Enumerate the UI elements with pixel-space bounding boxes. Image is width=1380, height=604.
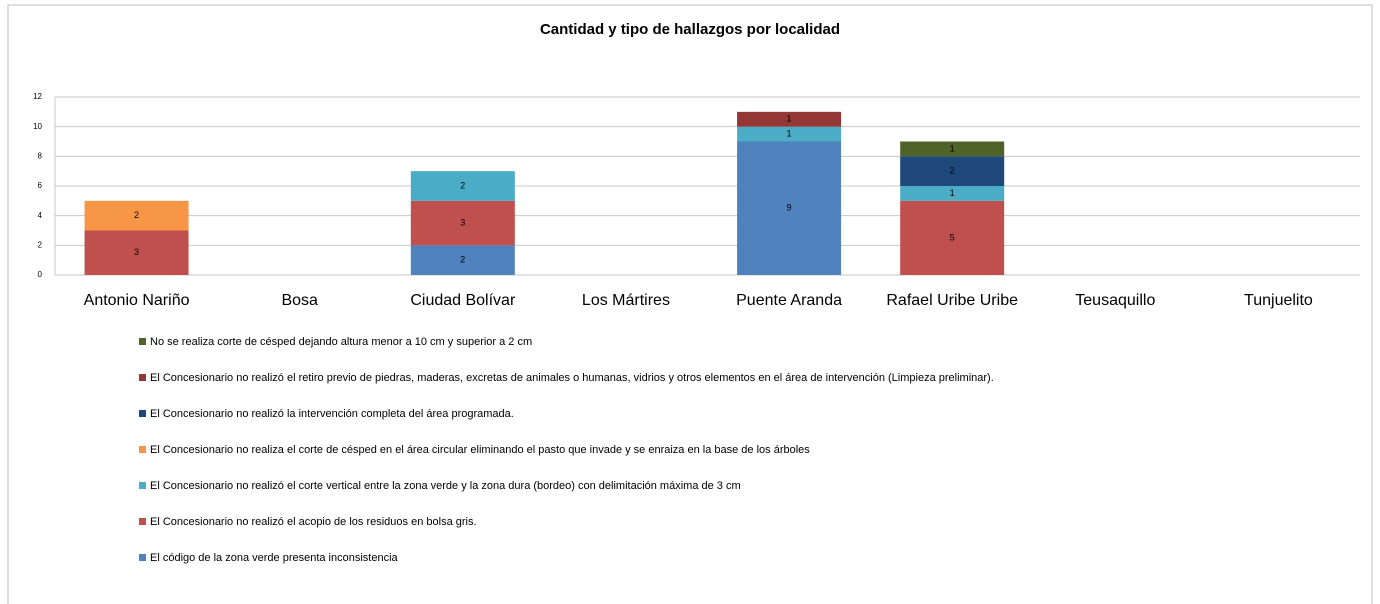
data-label: 1 xyxy=(950,143,955,153)
legend-swatch xyxy=(139,446,146,453)
y-tick-label: 6 xyxy=(38,181,43,190)
data-label: 3 xyxy=(134,247,139,257)
legend-label: El Concesionario no realiza el corte de … xyxy=(150,444,810,456)
bar-segment xyxy=(84,200,189,231)
legend-swatch xyxy=(139,338,146,345)
legend-swatch xyxy=(139,554,146,561)
y-tick-label: 12 xyxy=(33,92,42,101)
y-tick-label: 8 xyxy=(38,151,43,160)
bar-segment xyxy=(900,186,1005,201)
data-label: 3 xyxy=(460,217,465,227)
x-tick-label: Teusaquillo xyxy=(1075,292,1155,309)
chart-title: Cantidad y tipo de hallazgos por localid… xyxy=(540,21,840,38)
bar-segment xyxy=(900,156,1005,186)
data-label: 1 xyxy=(950,188,955,198)
bar-segment xyxy=(737,126,842,142)
legend-swatch xyxy=(139,482,146,489)
legend-label: El Concesionario no realizó el acopio de… xyxy=(150,516,477,528)
legend-label: No se realiza corte de césped dejando al… xyxy=(150,336,532,348)
data-label: 2 xyxy=(460,255,465,265)
y-tick-label: 10 xyxy=(33,122,42,131)
bar-segment xyxy=(900,141,1005,157)
legend-swatch xyxy=(139,410,146,417)
bar-segment xyxy=(410,245,515,275)
bar-segment xyxy=(410,200,515,246)
x-tick-label: Puente Aranda xyxy=(736,292,842,309)
data-label: 5 xyxy=(950,232,955,242)
bar-segment xyxy=(737,111,842,127)
y-tick-label: 2 xyxy=(38,240,43,249)
bar-segment xyxy=(410,171,515,201)
x-tick-label: Antonio Nariño xyxy=(84,292,190,309)
chart-frame xyxy=(7,4,1373,604)
data-label: 1 xyxy=(787,128,792,138)
data-label: 2 xyxy=(460,180,465,190)
legend-label: El Concesionario no realizó el corte ver… xyxy=(150,480,741,492)
x-tick-label: Rafael Uribe Uribe xyxy=(886,292,1018,309)
data-label: 1 xyxy=(787,114,792,124)
data-label: 9 xyxy=(787,203,792,213)
data-label: 2 xyxy=(134,210,139,220)
bar-segment xyxy=(900,200,1005,275)
legend-label: El Concesionario no realizó la intervenc… xyxy=(150,408,514,420)
x-tick-label: Bosa xyxy=(281,292,318,309)
data-label: 2 xyxy=(950,166,955,176)
y-tick-label: 4 xyxy=(38,211,43,220)
bar-segment xyxy=(737,141,842,275)
y-tick-label: 0 xyxy=(38,270,43,279)
bar-segment xyxy=(84,230,189,275)
x-tick-label: Tunjuelito xyxy=(1244,292,1313,309)
legend-label: El Concesionario no realizó el retiro pr… xyxy=(150,372,994,384)
legend-label: El código de la zona verde presenta inco… xyxy=(150,552,399,564)
x-tick-label: Los Mártires xyxy=(582,292,670,309)
legend-swatch xyxy=(139,374,146,381)
x-tick-label: Ciudad Bolívar xyxy=(410,292,516,309)
legend-swatch xyxy=(139,518,146,525)
